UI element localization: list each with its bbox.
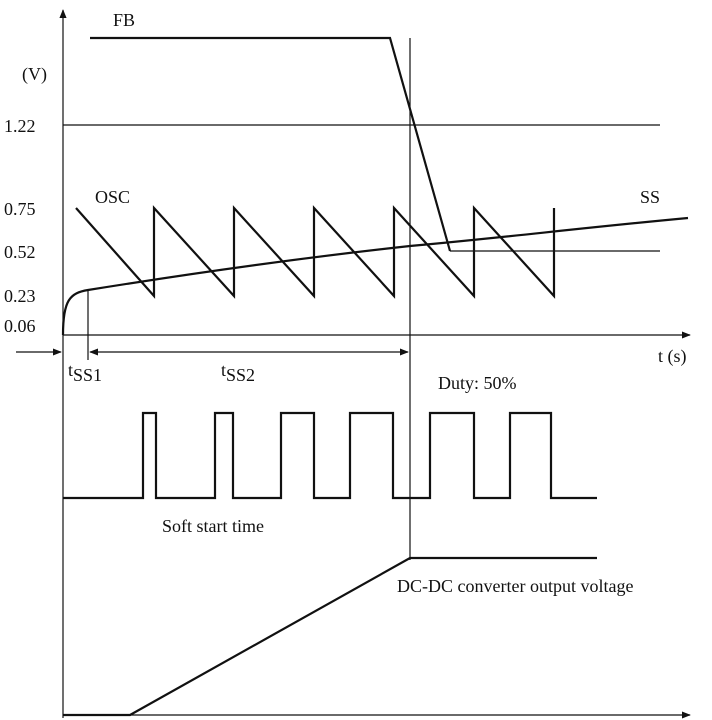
output-voltage-ramp [63,556,597,717]
y-tick-0-52: 0.52 [4,242,36,262]
y-unit-label: (V) [22,64,47,85]
pwm-pulse-train [63,411,597,500]
y-tick-1-22: 1.22 [4,116,36,136]
fb-label: FB [113,10,135,30]
osc-label: OSC [95,187,130,207]
output-voltage-label: DC-DC converter output voltage [397,576,633,596]
y-tick-0-23: 0.23 [4,286,36,306]
y-tick-0-75: 0.75 [4,199,36,219]
ss-label: SS [640,187,660,207]
ss-curve [61,216,689,336]
soft-start-time-label: Soft start time [162,516,264,536]
osc-sawtooth [75,205,556,299]
y-tick-0-06: 0.06 [4,316,36,336]
tss2-label: tSS2 [221,360,255,385]
tss1-label: tSS1 [68,360,102,385]
fb-signal [90,36,452,252]
x-axis-label: t (s) [658,346,687,367]
duty-label: Duty: 50% [438,373,517,393]
